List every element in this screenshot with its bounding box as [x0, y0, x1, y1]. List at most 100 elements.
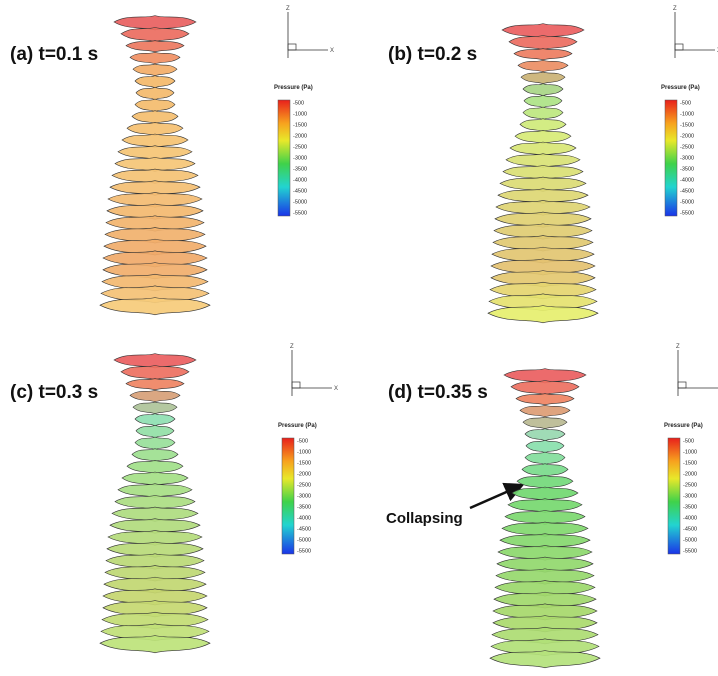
slice [131, 448, 179, 462]
slice [135, 424, 175, 439]
legend-tick-label: -500 [293, 100, 304, 106]
slice [510, 380, 580, 396]
axis-box [677, 381, 687, 389]
legend-tick-label: -3500 [680, 166, 694, 172]
legend-tick-label: -2500 [680, 144, 694, 150]
slice [131, 110, 179, 124]
legend-tick-label: -5000 [297, 537, 311, 543]
slice [120, 365, 190, 381]
legend-tick-label: -1000 [293, 111, 307, 117]
slice [517, 59, 569, 73]
axis-x-label: X [334, 386, 338, 392]
colorbar [277, 99, 291, 217]
slice [523, 94, 563, 109]
slice [519, 118, 567, 132]
slice [120, 27, 190, 43]
axis-z-label: Z [676, 344, 680, 350]
slice [114, 157, 196, 172]
axis-z-label: Z [290, 344, 294, 350]
legend-tick-label: -2500 [683, 482, 697, 488]
panel-label: (a) t=0.1 s [10, 44, 98, 65]
axis-box [291, 381, 301, 389]
legend-tick-label: -3000 [680, 155, 694, 161]
slice [487, 305, 599, 324]
panel-label: (d) t=0.35 s [388, 382, 488, 403]
slice [126, 121, 184, 136]
legend-tick-label: -1500 [683, 460, 697, 466]
slice [521, 463, 569, 477]
slice [134, 436, 176, 450]
legend-tick-label: -2000 [680, 133, 694, 139]
legend-tick-label: -2000 [683, 471, 697, 477]
legend-tick-label: -5000 [680, 199, 694, 205]
axis-x-label: X [330, 48, 334, 54]
axis-z-label: Z [673, 6, 677, 12]
slice [135, 86, 175, 101]
slice [114, 495, 196, 510]
slice [117, 483, 193, 498]
slice [134, 75, 176, 89]
legend-tick-label: -5000 [293, 199, 307, 205]
slice [505, 153, 581, 168]
legend-tick-label: -4000 [683, 515, 697, 521]
legend-tick-label: -3000 [297, 493, 311, 499]
slice [125, 378, 185, 391]
colorbar [664, 99, 678, 217]
slice [129, 389, 181, 403]
legend-tick-label: -3500 [683, 504, 697, 510]
slice [132, 63, 178, 77]
slice [513, 48, 573, 61]
slice [524, 451, 566, 465]
slice [132, 401, 178, 415]
axis-z-label: Z [286, 6, 290, 12]
slice [489, 650, 601, 669]
legend-title: Pressure (Pa) [661, 85, 700, 91]
legend-tick-label: -5500 [680, 210, 694, 216]
colorbar [281, 437, 295, 555]
slice [134, 413, 176, 427]
legend-tick-label: -4500 [683, 526, 697, 532]
legend-tick-label: -4500 [680, 188, 694, 194]
legend-tick-label: -3000 [683, 493, 697, 499]
axis-box [674, 43, 684, 51]
legend-tick-label: -2000 [297, 471, 311, 477]
legend-tick-label: -4000 [293, 177, 307, 183]
legend-title: Pressure (Pa) [274, 85, 313, 91]
slice [516, 474, 574, 489]
legend-tick-label: -2500 [293, 144, 307, 150]
slice [121, 133, 189, 148]
axis-box [287, 43, 297, 51]
legend-tick-label: -2500 [297, 482, 311, 488]
slice [99, 635, 211, 654]
slice [524, 428, 566, 442]
legend-tick-label: -1500 [680, 122, 694, 128]
legend-tick-label: -500 [683, 438, 694, 444]
legend-tick-label: -5500 [293, 210, 307, 216]
slice [520, 71, 566, 85]
legend-tick-label: -5500 [297, 548, 311, 554]
legend-tick-label: -3500 [297, 504, 311, 510]
slice [522, 83, 564, 97]
slice [511, 486, 579, 501]
colorbar [667, 437, 681, 555]
slice [121, 471, 189, 486]
slice [134, 98, 176, 112]
slice [129, 51, 181, 65]
slice [502, 165, 584, 180]
legend-tick-label: -1000 [683, 449, 697, 455]
panel-label: (b) t=0.2 s [388, 44, 477, 65]
slice [509, 141, 577, 156]
slice [117, 145, 193, 160]
slice [525, 439, 565, 454]
slice [508, 35, 578, 51]
slice [519, 404, 571, 418]
slice [522, 416, 568, 430]
legend-tick-label: -5500 [683, 548, 697, 554]
panel: (a) t=0.1 s Z X Pressure (Pa) -500 -1000 -1500… [10, 6, 334, 316]
legend-tick-label: -1500 [297, 460, 311, 466]
slice [514, 129, 572, 144]
legend-tick-label: -4500 [293, 188, 307, 194]
legend-tick-label: -2000 [293, 133, 307, 139]
legend-tick-label: -500 [680, 100, 691, 106]
